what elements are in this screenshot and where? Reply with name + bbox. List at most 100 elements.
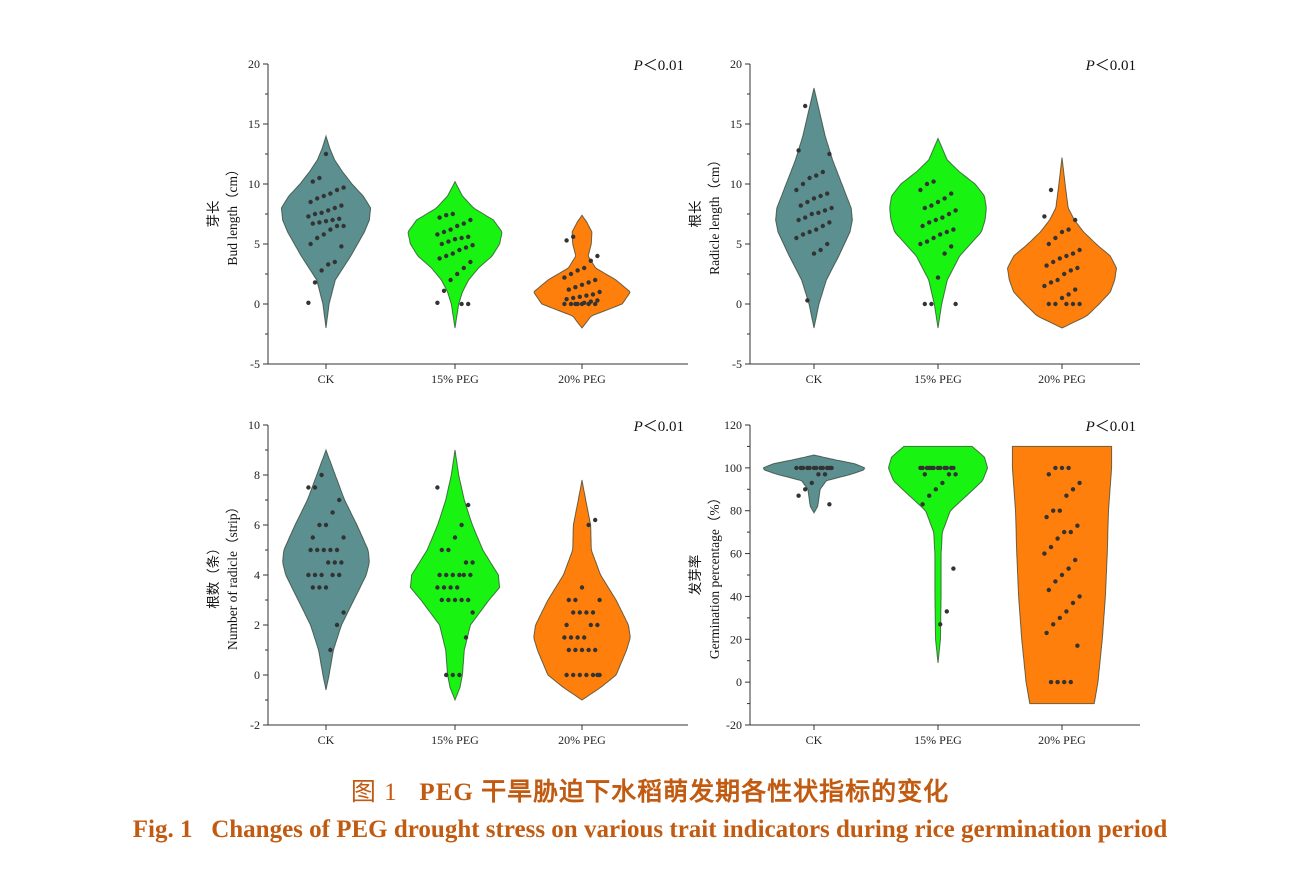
data-point xyxy=(816,472,821,477)
data-point xyxy=(571,610,576,615)
data-point xyxy=(448,585,453,590)
data-point xyxy=(466,301,471,307)
data-point xyxy=(571,672,576,678)
violin-20-peg xyxy=(1006,157,1118,329)
y-tick-label: 10 xyxy=(248,418,260,432)
data-point xyxy=(931,465,936,471)
data-point xyxy=(1053,465,1058,471)
y-tick-label: 60 xyxy=(730,547,742,561)
x-tick-label: 20% PEG xyxy=(1038,733,1086,747)
data-point xyxy=(330,572,335,578)
y-axis-label-zh: 发芽率 xyxy=(687,555,703,596)
data-point xyxy=(588,258,593,263)
data-point xyxy=(334,187,340,193)
violin-ck xyxy=(775,87,853,329)
data-point xyxy=(1075,265,1080,271)
data-point xyxy=(306,485,311,490)
y-tick-label: 10 xyxy=(730,177,742,191)
data-point xyxy=(435,232,440,237)
data-point xyxy=(339,244,344,249)
data-point xyxy=(435,585,440,590)
data-point xyxy=(310,535,315,540)
data-point xyxy=(573,285,578,290)
y-tick-label: 20 xyxy=(730,57,742,71)
data-point xyxy=(820,465,825,471)
data-point xyxy=(312,280,318,285)
y-axis-label-zh: 根长 xyxy=(688,200,703,228)
data-point xyxy=(337,572,342,578)
p-threshold: ＜0.01 xyxy=(643,58,684,74)
data-point xyxy=(809,480,814,486)
data-point xyxy=(1068,268,1074,273)
data-point xyxy=(452,535,458,540)
data-point xyxy=(590,292,596,297)
data-point xyxy=(308,547,313,553)
data-point xyxy=(1070,251,1076,256)
data-point xyxy=(439,547,444,553)
y-axis-label-zh: 芽长 xyxy=(206,200,221,227)
data-point xyxy=(321,547,326,553)
data-point xyxy=(1051,508,1056,513)
panel-4: -20 0 20 40 60 80 100 120 CK 15% PEG 20% PEG 发芽率 Ger… xyxy=(687,418,1140,747)
data-point xyxy=(920,223,925,229)
data-point xyxy=(1062,271,1067,277)
data-point xyxy=(1053,301,1058,307)
data-point xyxy=(807,175,812,181)
data-point xyxy=(827,151,832,157)
data-point xyxy=(446,597,451,603)
data-point xyxy=(829,205,834,211)
data-point xyxy=(334,622,340,628)
p-italic: P xyxy=(633,58,643,74)
data-point xyxy=(308,199,313,205)
data-point xyxy=(468,217,473,223)
data-point xyxy=(1073,217,1078,223)
y-tick-label: -20 xyxy=(726,718,742,732)
caption-en: Fig. 1 Changes of PEG drought stress on … xyxy=(0,816,1300,844)
data-point xyxy=(468,572,473,578)
y-tick-label: 0 xyxy=(254,668,260,682)
data-point xyxy=(306,300,311,305)
data-point xyxy=(330,510,335,515)
data-point xyxy=(1046,241,1052,247)
data-point xyxy=(1055,277,1060,283)
data-point xyxy=(459,301,464,307)
data-point xyxy=(435,300,440,305)
data-point xyxy=(457,572,462,578)
data-point xyxy=(1062,679,1067,685)
data-point xyxy=(1064,301,1069,307)
y-tick-label: 0 xyxy=(254,297,260,311)
data-point xyxy=(1046,472,1052,477)
data-point xyxy=(944,465,949,471)
data-point xyxy=(568,301,574,307)
y-tick-label: 4 xyxy=(254,568,260,582)
data-point xyxy=(470,243,475,248)
data-point xyxy=(586,647,591,653)
data-point xyxy=(439,597,444,603)
data-point xyxy=(811,196,817,201)
data-point xyxy=(918,241,923,247)
data-point xyxy=(1059,295,1065,301)
violin-15-peg xyxy=(409,449,501,702)
data-point xyxy=(920,465,925,471)
y-tick-label: 0 xyxy=(736,297,742,311)
x-tick-label: CK xyxy=(318,372,335,386)
data-point xyxy=(794,187,799,193)
data-point xyxy=(927,220,932,225)
data-point xyxy=(918,187,923,193)
data-point xyxy=(816,210,821,215)
data-point xyxy=(595,622,600,628)
data-point xyxy=(326,560,331,565)
data-point xyxy=(450,672,455,678)
data-point xyxy=(310,179,315,184)
data-point xyxy=(803,487,808,492)
data-point xyxy=(938,622,943,627)
y-tick-label: -5 xyxy=(250,357,260,371)
data-point xyxy=(1053,579,1058,584)
data-point xyxy=(450,251,455,256)
data-point xyxy=(927,465,932,471)
data-point xyxy=(566,597,571,603)
data-point xyxy=(337,216,342,221)
data-point xyxy=(579,585,585,590)
x-tick-label: 15% PEG xyxy=(914,733,962,747)
